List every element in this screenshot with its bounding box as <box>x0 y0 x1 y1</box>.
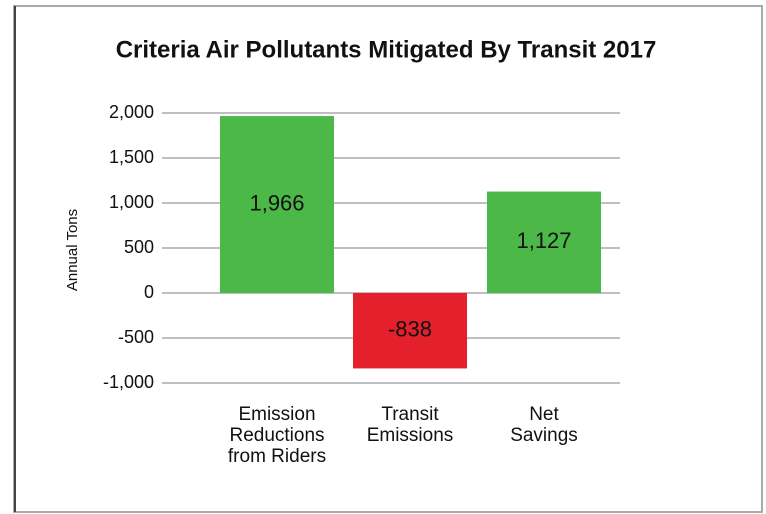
y-tick-label: 1,000 <box>109 192 154 212</box>
y-tick-label: 500 <box>124 237 154 257</box>
x-tick-label: Transit Emissions <box>366 404 454 446</box>
y-tick-label: -500 <box>118 327 154 347</box>
chart-title: Criteria Air Pollutants Mitigated By Tra… <box>116 36 657 63</box>
value-label: -838 <box>388 317 432 342</box>
value-label: 1,127 <box>516 228 571 253</box>
x-tick-label: Net Savings <box>510 404 578 446</box>
x-tick-label: Emission Reductions from Riders <box>227 404 327 467</box>
bar <box>353 293 467 369</box>
y-tick-label: -1,000 <box>103 372 154 392</box>
y-tick-label: 0 <box>144 282 154 302</box>
y-axis-label: Annual Tons <box>64 209 81 291</box>
y-tick-label: 1,500 <box>109 147 154 167</box>
frame <box>13 5 763 513</box>
value-label: 1,966 <box>249 190 304 215</box>
y-tick-label: 2,000 <box>109 102 154 122</box>
bar <box>220 116 334 293</box>
bar <box>487 191 601 293</box>
